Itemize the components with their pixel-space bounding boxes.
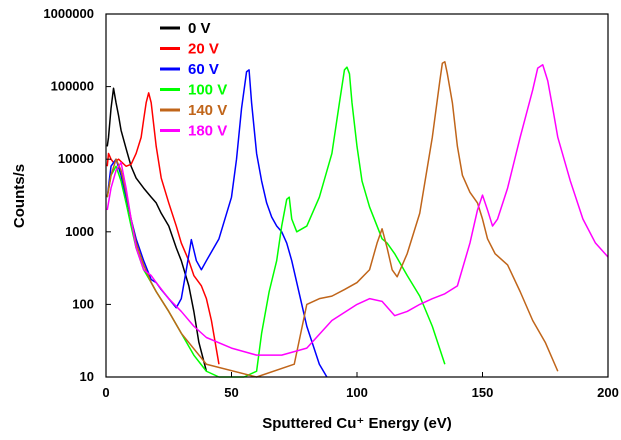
x-tick-label: 150 [472,385,494,400]
series-line-2 [106,69,328,378]
y-tick-label: 10 [80,369,94,384]
series-line-1 [106,92,220,365]
y-axis-label: Counts/s [11,164,28,228]
y-tick-label: 1000 [65,224,94,239]
x-tick-label: 50 [224,385,238,400]
series-layer [106,60,609,378]
legend-label: 60 V [188,61,219,78]
series-5 [106,64,609,356]
x-tick-label: 100 [346,385,368,400]
legend-label: 140 V [188,102,227,119]
series-line-3 [106,66,446,378]
series-3 [106,66,446,378]
y-tick-label: 100 [72,296,94,311]
legend-label: 180 V [188,123,227,140]
series-line-5 [106,64,609,356]
series-0 [106,87,208,372]
series-2 [106,69,328,378]
y-tick-label: 100000 [51,79,94,94]
y-tick-label: 1000000 [43,6,94,21]
series-4 [106,60,559,378]
legend: 0 V 20 V 60 V 100 V 140 V 180 V [160,20,227,140]
x-axis-label: Sputtered Cu⁺ Energy (eV) [262,415,452,432]
series-1 [106,92,220,365]
series-line-0 [106,87,208,372]
legend-label: 20 V [188,41,219,58]
y-tick-label: 10000 [58,151,94,166]
series-line-4 [106,60,559,378]
ticks-layer: 0 50 100 150 200 10 100 1000 10000 100000 1000000 [43,6,618,400]
x-tick-label: 0 [102,385,109,400]
x-tick-label: 200 [597,385,619,400]
legend-label: 100 V [188,82,227,99]
legend-label: 0 V [188,20,211,37]
